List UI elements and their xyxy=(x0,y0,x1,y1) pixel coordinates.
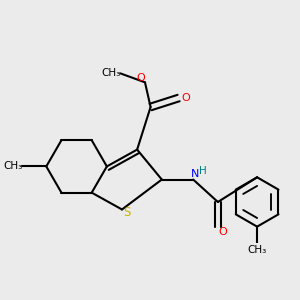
Text: CH₃: CH₃ xyxy=(3,161,22,171)
Text: H: H xyxy=(200,166,207,176)
Text: O: O xyxy=(181,93,190,103)
Text: S: S xyxy=(123,206,130,219)
Text: CH₃: CH₃ xyxy=(102,68,121,78)
Text: O: O xyxy=(218,227,227,237)
Text: O: O xyxy=(136,73,145,83)
Text: N: N xyxy=(191,169,200,179)
Text: CH₃: CH₃ xyxy=(248,245,267,255)
